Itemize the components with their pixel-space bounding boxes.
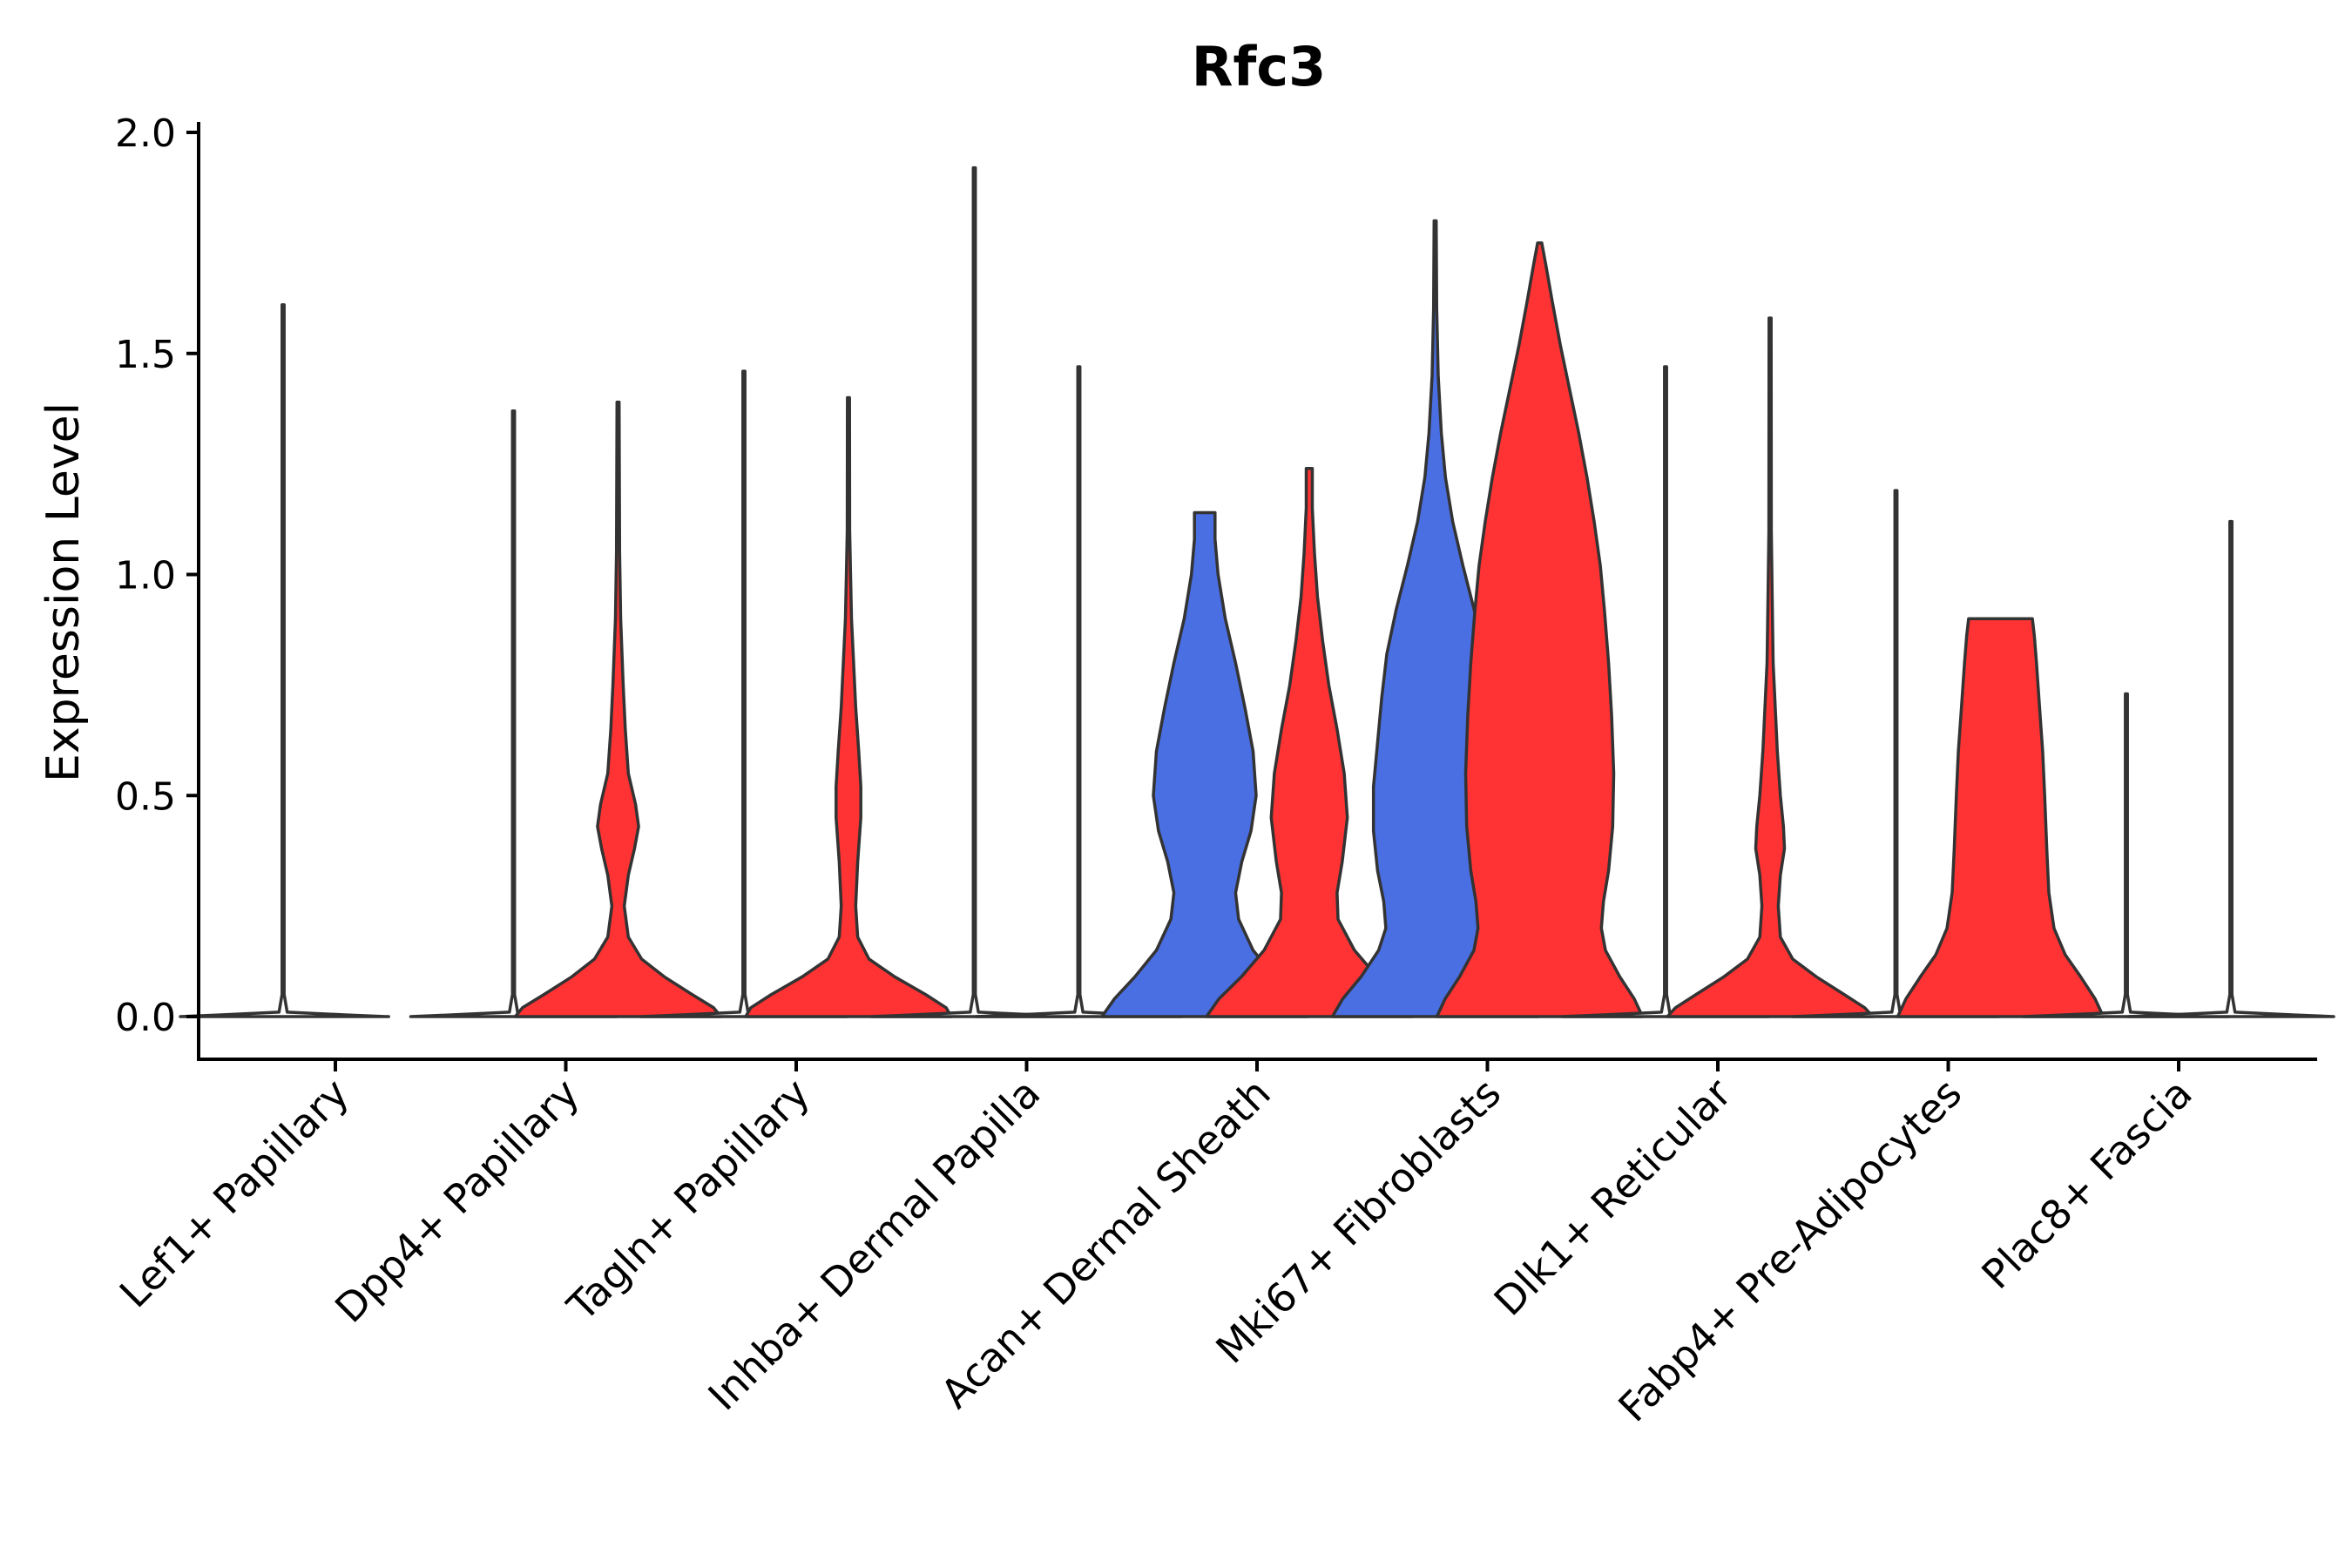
violin-1-left: [179, 303, 388, 1018]
y-axis: 0.0 0.5 1.0 1.5 2.0: [115, 112, 200, 1059]
y-tick-label: 0.5: [115, 774, 176, 819]
violin-9-right: [2126, 519, 2335, 1018]
y-tick-label: 0.0: [115, 996, 176, 1040]
x-tick-label: Plac8+ Fascia: [1972, 1070, 2200, 1298]
x-tick-label: Lef1+ Papillary: [111, 1070, 358, 1317]
x-tick-label: Tagln+ Papillary: [558, 1070, 819, 1331]
violin-8-right: [1896, 617, 2105, 1018]
y-axis-label: Expression Level: [37, 402, 90, 782]
y-tick-label: 1.0: [115, 554, 176, 598]
violin-5-right: [1205, 466, 1414, 1018]
violin-5-left: [1100, 510, 1309, 1018]
violin-2-right: [513, 400, 723, 1018]
violin-layer: [179, 166, 2335, 1018]
violin-7-right: [1666, 316, 1875, 1018]
violin-4-left: [869, 166, 1079, 1018]
y-tick-label: 1.5: [115, 333, 176, 377]
violin-3-right: [744, 395, 953, 1018]
violin-6-right: [1435, 241, 1645, 1018]
violin-2-left: [409, 409, 618, 1018]
x-tick-label: Dpp4+ Papillary: [326, 1070, 588, 1332]
violin-4-right: [974, 365, 1184, 1018]
x-tick-label: Dlk1+ Reticular: [1485, 1070, 1740, 1325]
violin-3-left: [639, 369, 848, 1018]
chart-title: Rfc3: [1192, 35, 1327, 98]
y-tick-label: 2.0: [115, 112, 176, 156]
